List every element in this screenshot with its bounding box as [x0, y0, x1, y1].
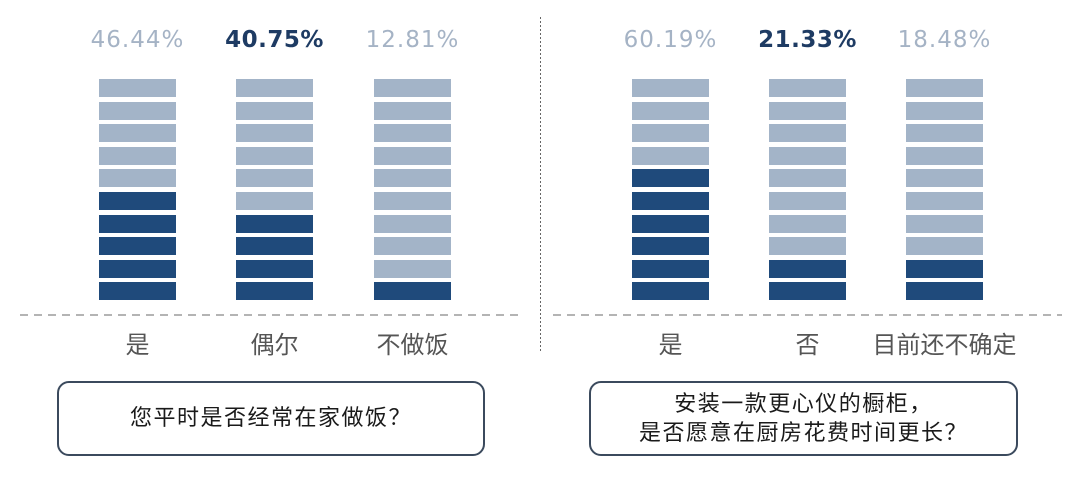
segment-block-empty [374, 146, 451, 165]
question-box-right: 安装一款更心仪的橱柜， 是否愿意在厨房花费时间更长？ [589, 381, 1018, 456]
segment-block-empty [236, 192, 313, 210]
segment-block-empty [906, 101, 983, 120]
category-label: 不做饭 [376, 331, 449, 359]
segment-block-filled [236, 282, 313, 301]
segment-block-empty [769, 192, 846, 210]
segment-block-empty [632, 101, 709, 120]
segment-block-empty [236, 79, 313, 97]
segment-block-empty [374, 237, 451, 256]
segment-block-empty [374, 124, 451, 143]
segment-block-empty [632, 124, 709, 143]
segment-block-filled [906, 282, 983, 301]
segment-block-empty [769, 124, 846, 143]
panel-divider [540, 17, 541, 352]
question-text-line-1: 安装一款更心仪的橱柜， [674, 391, 933, 417]
segment-block-empty [99, 79, 176, 97]
segment-block-empty [906, 146, 983, 165]
segment-block-filled [632, 259, 709, 278]
segment-block-filled [632, 237, 709, 256]
segment-block-empty [769, 101, 846, 120]
category-label: 否 [795, 331, 820, 359]
segment-block-filled [99, 237, 176, 256]
category-label: 目前还不确定 [872, 331, 1017, 359]
segment-block-empty [236, 124, 313, 143]
segment-block-empty [906, 192, 983, 210]
q2-bar-2 [769, 79, 846, 301]
q2-bar-1 [632, 79, 709, 301]
segment-block-empty [99, 124, 176, 143]
segment-block-empty [632, 79, 709, 97]
baseline-dashed-left [20, 314, 522, 316]
segment-block-filled [374, 282, 451, 301]
q2-bar-3 [906, 79, 983, 301]
segment-block-empty [236, 169, 313, 188]
segment-block-empty [906, 214, 983, 233]
segment-block-empty [374, 79, 451, 97]
segment-block-empty [236, 101, 313, 120]
segment-block-empty [99, 101, 176, 120]
segment-block-filled [769, 259, 846, 278]
baseline-dashed-right [553, 314, 1062, 316]
segment-block-filled [99, 259, 176, 278]
category-label: 是 [125, 331, 150, 359]
category-label: 是 [658, 331, 683, 359]
category-label: 偶尔 [250, 331, 299, 359]
question-text: 您平时是否经常在家做饭？ [129, 406, 412, 431]
percentage-label: 46.44% [90, 27, 185, 53]
segment-block-empty [769, 169, 846, 188]
segment-block-filled [769, 282, 846, 301]
percentage-label: 12.81% [365, 27, 460, 53]
segment-block-empty [632, 146, 709, 165]
percentage-label: 60.19% [623, 27, 718, 53]
segment-block-empty [99, 146, 176, 165]
segment-block-empty [374, 259, 451, 278]
percentage-label: 21.33% [758, 27, 857, 53]
segment-block-empty [374, 214, 451, 233]
segment-block-filled [632, 282, 709, 301]
segment-block-empty [906, 237, 983, 256]
segment-block-empty [236, 146, 313, 165]
segment-block-filled [236, 237, 313, 256]
segment-block-filled [236, 259, 313, 278]
segment-block-empty [374, 192, 451, 210]
segment-block-empty [906, 79, 983, 97]
segment-block-empty [374, 101, 451, 120]
segment-block-filled [632, 169, 709, 188]
segment-block-empty [906, 124, 983, 143]
segment-block-empty [769, 79, 846, 97]
segment-block-filled [99, 214, 176, 233]
segment-block-empty [769, 237, 846, 256]
segment-block-empty [99, 169, 176, 188]
q1-bar-2 [236, 79, 313, 301]
question-box-left: 您平时是否经常在家做饭？ [57, 381, 485, 456]
segment-block-empty [769, 214, 846, 233]
segment-block-filled [632, 192, 709, 210]
segment-block-empty [906, 169, 983, 188]
segment-block-filled [99, 282, 176, 301]
segment-block-empty [769, 146, 846, 165]
q1-bar-1 [99, 79, 176, 301]
question-text-line-2: 是否愿意在厨房花费时间更长？ [638, 420, 968, 446]
segment-block-filled [99, 192, 176, 210]
segment-block-empty [374, 169, 451, 188]
q1-bar-3 [374, 79, 451, 301]
segment-block-filled [632, 214, 709, 233]
percentage-label: 18.48% [897, 27, 992, 53]
segment-block-filled [236, 214, 313, 233]
segment-block-filled [906, 259, 983, 278]
percentage-label: 40.75% [225, 27, 324, 53]
